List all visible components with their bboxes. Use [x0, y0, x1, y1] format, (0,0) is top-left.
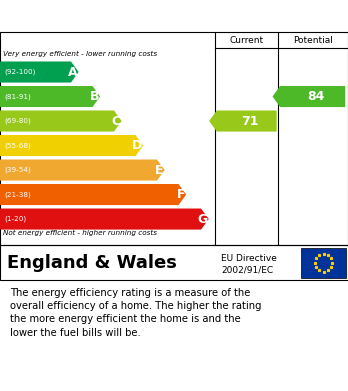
Text: (1-20): (1-20): [4, 216, 26, 222]
Text: EU Directive: EU Directive: [221, 254, 277, 263]
Text: (21-38): (21-38): [4, 191, 31, 198]
Polygon shape: [0, 61, 79, 83]
Text: (92-100): (92-100): [4, 69, 35, 75]
Text: England & Wales: England & Wales: [7, 254, 177, 272]
Text: The energy efficiency rating is a measure of the
overall efficiency of a home. T: The energy efficiency rating is a measur…: [10, 288, 262, 338]
Polygon shape: [0, 111, 122, 131]
Text: 2002/91/EC: 2002/91/EC: [221, 265, 273, 274]
Text: D: D: [132, 139, 142, 152]
Text: (39-54): (39-54): [4, 167, 31, 173]
Text: 71: 71: [242, 115, 259, 127]
Text: (69-80): (69-80): [4, 118, 31, 124]
Text: (55-68): (55-68): [4, 142, 31, 149]
Text: B: B: [89, 90, 99, 103]
Text: Potential: Potential: [293, 36, 333, 45]
Polygon shape: [0, 160, 165, 181]
Text: E: E: [155, 163, 164, 177]
Text: F: F: [177, 188, 185, 201]
Polygon shape: [272, 86, 345, 107]
Text: G: G: [197, 213, 208, 226]
Polygon shape: [0, 86, 100, 107]
Polygon shape: [0, 208, 209, 230]
Polygon shape: [209, 111, 277, 131]
Text: Very energy efficient - lower running costs: Very energy efficient - lower running co…: [3, 51, 158, 57]
Bar: [301, 248, 346, 278]
Text: Energy Efficiency Rating: Energy Efficiency Rating: [10, 9, 220, 23]
Text: Current: Current: [230, 36, 264, 45]
Polygon shape: [0, 184, 186, 205]
Text: 84: 84: [308, 90, 325, 103]
Text: A: A: [68, 66, 78, 79]
Text: C: C: [111, 115, 121, 127]
Polygon shape: [0, 135, 143, 156]
Text: Not energy efficient - higher running costs: Not energy efficient - higher running co…: [3, 230, 158, 236]
Text: (81-91): (81-91): [4, 93, 31, 100]
